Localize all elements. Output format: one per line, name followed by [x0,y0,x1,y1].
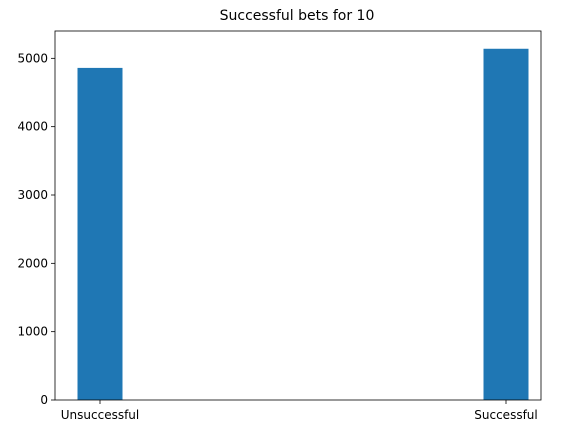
y-tick-label: 5000 [17,51,48,65]
bar-unsuccessful [77,67,123,401]
x-tick-label: Unsuccessful [61,408,140,422]
chart-title: Successful bets for 10 [220,8,375,24]
y-tick-label: 0 [40,393,48,407]
y-tick-label: 4000 [17,120,48,134]
y-tick-label: 1000 [17,325,48,339]
bar-successful [483,48,529,401]
plot-area: 0 1000 2000 3000 4000 5000 Unsuccessful Success… [17,30,542,422]
y-tick-label: 3000 [17,188,48,202]
axes-frame [54,30,542,401]
y-tick-label: 2000 [17,256,48,270]
x-tick-label: Successful [474,408,537,422]
